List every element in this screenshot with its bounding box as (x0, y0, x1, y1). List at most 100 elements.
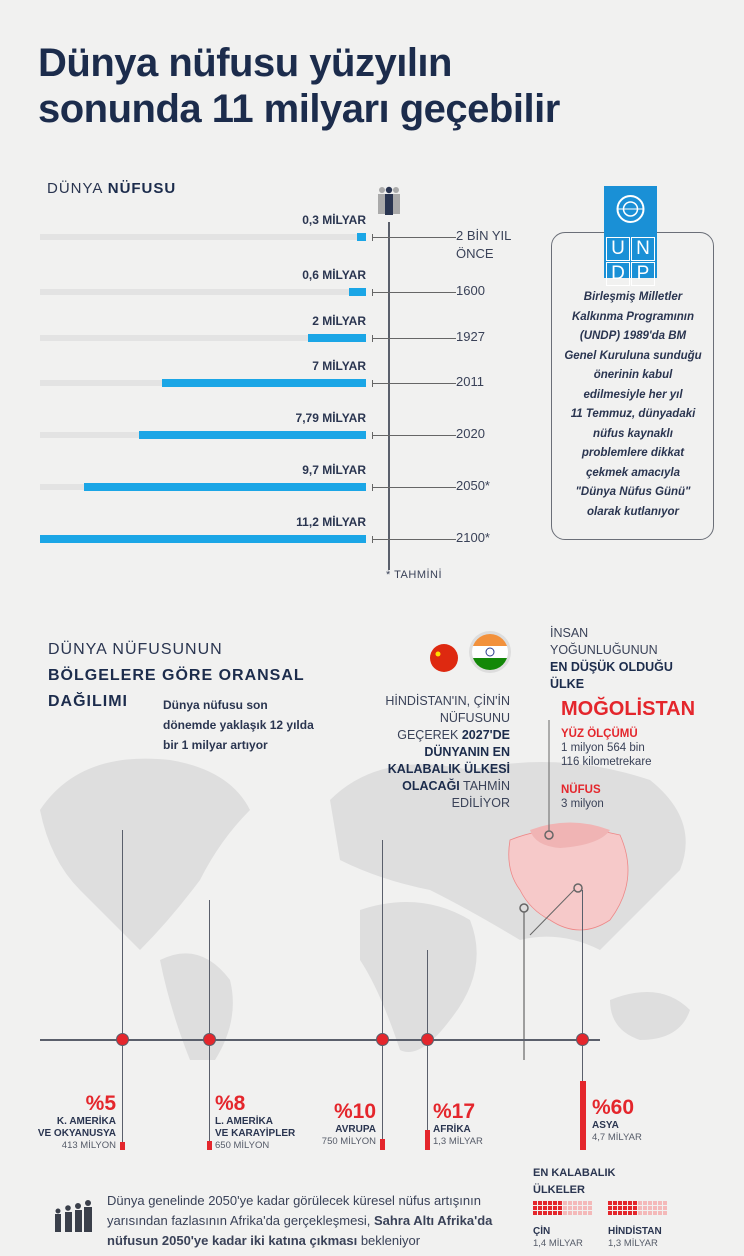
undp-line: edilmesiyle her yıl (583, 388, 683, 401)
undp-line: Kalkınma Programının (571, 310, 695, 323)
population-dot (588, 1211, 592, 1215)
population-dot (633, 1201, 637, 1205)
note-bold: Sahra Altı Afrika'da (373, 1213, 493, 1228)
bar-track (40, 234, 366, 240)
section2-line: DAĞILIMI (48, 693, 128, 710)
region-label: %8 L. AMERİKA VE KARAYİPLER 650 MİLYON (215, 1092, 295, 1151)
tick (372, 539, 456, 540)
population-dot (588, 1201, 592, 1205)
tick-cap (372, 536, 373, 543)
people-icon (378, 186, 400, 215)
tick (372, 292, 456, 293)
region-bar (380, 1138, 385, 1150)
population-dot (663, 1206, 667, 1210)
category-line: ÖNCE (456, 246, 494, 261)
country-name: ÇİN (533, 1226, 551, 1237)
region-population: 750 MİLYON (321, 1136, 376, 1147)
tick (372, 487, 456, 488)
region-name: ASYA (592, 1120, 619, 1131)
population-dot (578, 1206, 582, 1210)
region-line (427, 950, 428, 1145)
undp-line: önerinin kabul (593, 369, 673, 381)
india-text-part: EDİLİYOR (451, 796, 510, 810)
bar (348, 288, 366, 296)
category-label: 2050* (456, 477, 490, 495)
tick-cap (372, 380, 373, 387)
pop-label: NÜFUS (561, 784, 601, 796)
undp-line: Birleşmiş Milletler (583, 291, 683, 303)
tick-cap (372, 432, 373, 439)
category-label: 1927 (456, 328, 485, 346)
india-text-part: GEÇEREK (397, 728, 462, 742)
crowded-title-line: ÜLKELER (533, 1184, 585, 1196)
population-dot (633, 1206, 637, 1210)
population-dot (578, 1201, 582, 1205)
population-dot (573, 1206, 577, 1210)
region-population: 4,7 MİLYAR (592, 1132, 642, 1143)
bar (139, 431, 366, 439)
population-dot (653, 1206, 657, 1210)
section-title-bold: NÜFUSU (107, 180, 177, 197)
bar (307, 334, 366, 342)
bar-value-label: 11,2 MİLYAR (296, 515, 366, 529)
population-dot (658, 1206, 662, 1210)
region-label: %10 AVRUPA 750 MİLYON (322, 1100, 376, 1147)
title-line: sonunda 11 milyarı geçebilir (38, 87, 560, 131)
crowded-title-line: EN KALABALIK (533, 1167, 616, 1179)
category-line: 2020 (456, 426, 485, 441)
population-dot (638, 1211, 642, 1215)
population-dot (573, 1211, 577, 1215)
mongolia-intro-bold: EN DÜŞÜK OLDUĞU (550, 660, 673, 674)
population-dot (538, 1211, 542, 1215)
bar-value-label: 0,6 MİLYAR (302, 268, 366, 282)
population-dot (628, 1206, 632, 1210)
category-label: 1600 (456, 282, 485, 300)
category-label: 2011 (456, 373, 484, 391)
population-dot (608, 1211, 612, 1215)
population-dot (543, 1206, 547, 1210)
bar (40, 535, 366, 543)
undp-line: "Dünya Nüfus Günü" (575, 486, 691, 498)
region-population: 650 MİLYON (215, 1140, 270, 1151)
bar (357, 233, 366, 241)
population-dot (648, 1201, 652, 1205)
population-dot (543, 1201, 547, 1205)
country-population: 1,4 MİLYAR (533, 1238, 583, 1249)
population-dot (613, 1206, 617, 1210)
population-dot (633, 1211, 637, 1215)
africa-note: Dünya genelinde 2050'ye kadar görülecek … (107, 1191, 527, 1251)
country-population: 1,3 MİLYAR (608, 1238, 658, 1249)
population-dot (578, 1211, 582, 1215)
population-dot (643, 1201, 647, 1205)
population-dot (653, 1201, 657, 1205)
region-marker (203, 1033, 216, 1046)
population-dot (553, 1201, 557, 1205)
region-name: VE KARAYİPLER (215, 1128, 296, 1139)
tick-cap (372, 234, 373, 241)
region-name: AVRUPA (335, 1124, 376, 1135)
category-line: 1600 (456, 283, 485, 298)
population-dot (538, 1201, 542, 1205)
section-title-world-population: DÜNYA NÜFUSU (47, 180, 176, 197)
note-text: bekleniyor (357, 1233, 421, 1248)
category-line: 1927 (456, 329, 485, 344)
population-dot (623, 1206, 627, 1210)
india-text-part: 2027'DE (461, 728, 510, 742)
population-dot (548, 1201, 552, 1205)
india-line: HİNDİSTAN'IN, ÇİN'İN (360, 693, 510, 710)
region-name: VE OKYANUSYA (37, 1128, 116, 1139)
tick (372, 237, 456, 238)
india-line: NÜFUSUNU (360, 710, 510, 727)
population-dot (628, 1201, 632, 1205)
page-title: Dünya nüfusu yüzyılın sonunda 11 milyarı… (38, 40, 560, 132)
population-dot (558, 1206, 562, 1210)
region-name: K. AMERİKA (56, 1116, 116, 1127)
region-percent: %10 (333, 1100, 376, 1123)
bar-value-label: 7,79 MİLYAR (295, 411, 366, 425)
region-line (122, 830, 123, 1145)
growth-note: Dünya nüfusu son dönemde yaklaşık 12 yıld… (163, 695, 314, 755)
population-dot (563, 1211, 567, 1215)
growth-line: bir 1 milyar artıyor (163, 738, 268, 752)
bar-track (40, 335, 366, 341)
un-emblem-icon (616, 195, 645, 223)
